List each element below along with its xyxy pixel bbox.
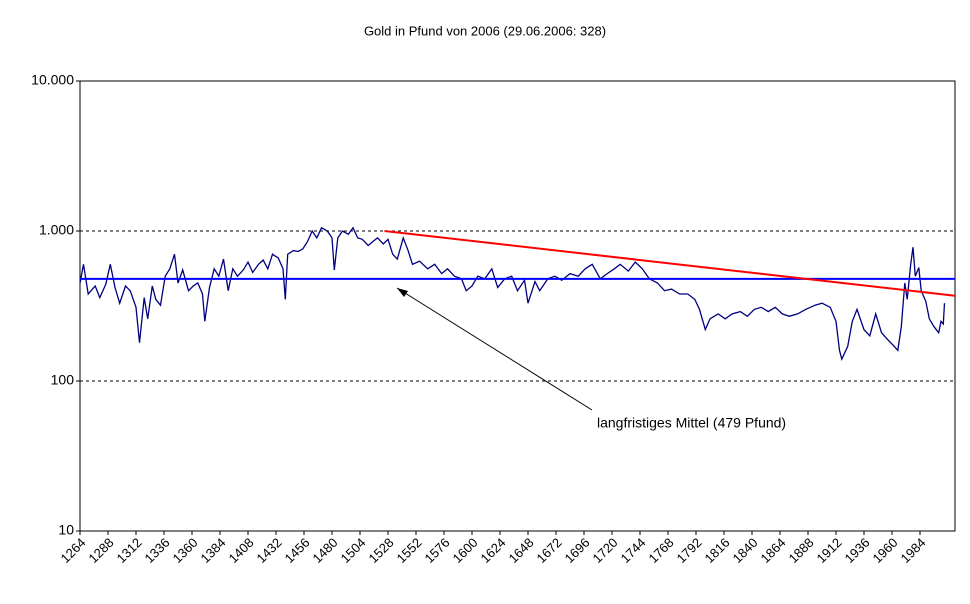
x-tick-label: 1504: [337, 535, 368, 566]
x-tick-label: 1912: [813, 535, 844, 566]
x-tick-label: 1528: [365, 535, 396, 566]
x-tick-label: 1288: [85, 535, 116, 566]
x-tick-label: 1816: [701, 535, 732, 566]
series-line: [384, 230, 956, 297]
chart-title: Gold in Pfund von 2006 (29.06.2006: 328): [364, 23, 606, 38]
x-tick-label: 1600: [449, 535, 480, 566]
y-tick-label: 10: [58, 522, 74, 538]
x-tick-label: 1384: [197, 535, 228, 566]
x-tick-label: 1360: [169, 535, 200, 566]
y-tick-label: 10.000: [31, 72, 74, 88]
x-tick-label: 1624: [477, 535, 508, 566]
x-tick-label: 1936: [841, 535, 872, 566]
plot-frame: [79, 80, 956, 532]
x-tick-label: 1336: [141, 535, 172, 566]
x-tick-label: 1264: [57, 535, 88, 566]
x-tick-label: 1744: [617, 535, 648, 566]
x-tick-label: 1552: [393, 535, 424, 566]
x-tick-label: 1456: [281, 535, 312, 566]
x-tick-label: 1648: [505, 535, 536, 566]
x-tick-label: 1960: [869, 535, 900, 566]
x-tick-label: 1792: [673, 535, 704, 566]
x-tick-label: 1768: [645, 535, 676, 566]
x-tick-label: 1720: [589, 535, 620, 566]
x-tick-label: 1312: [113, 535, 144, 566]
x-tick-label: 1480: [309, 535, 340, 566]
x-tick-label: 1432: [253, 535, 284, 566]
x-tick-label: 1984: [897, 535, 928, 566]
x-tick-label: 1888: [785, 535, 816, 566]
x-tick-label: 1696: [561, 535, 592, 566]
annotation-arrow: [396, 287, 593, 411]
series-line: [79, 226, 946, 362]
x-tick-label: 1408: [225, 535, 256, 566]
x-tick-label: 1864: [757, 535, 788, 566]
annotation: langfristiges Mittel (479 Pfund): [597, 415, 786, 431]
y-tick-label: 1.000: [39, 222, 74, 238]
arrow-head: [397, 288, 408, 297]
y-tick-label: 100: [51, 372, 75, 388]
x-tick-label: 1576: [421, 535, 452, 566]
x-tick-label: 1672: [533, 535, 564, 566]
x-tick-label: 1840: [729, 535, 760, 566]
